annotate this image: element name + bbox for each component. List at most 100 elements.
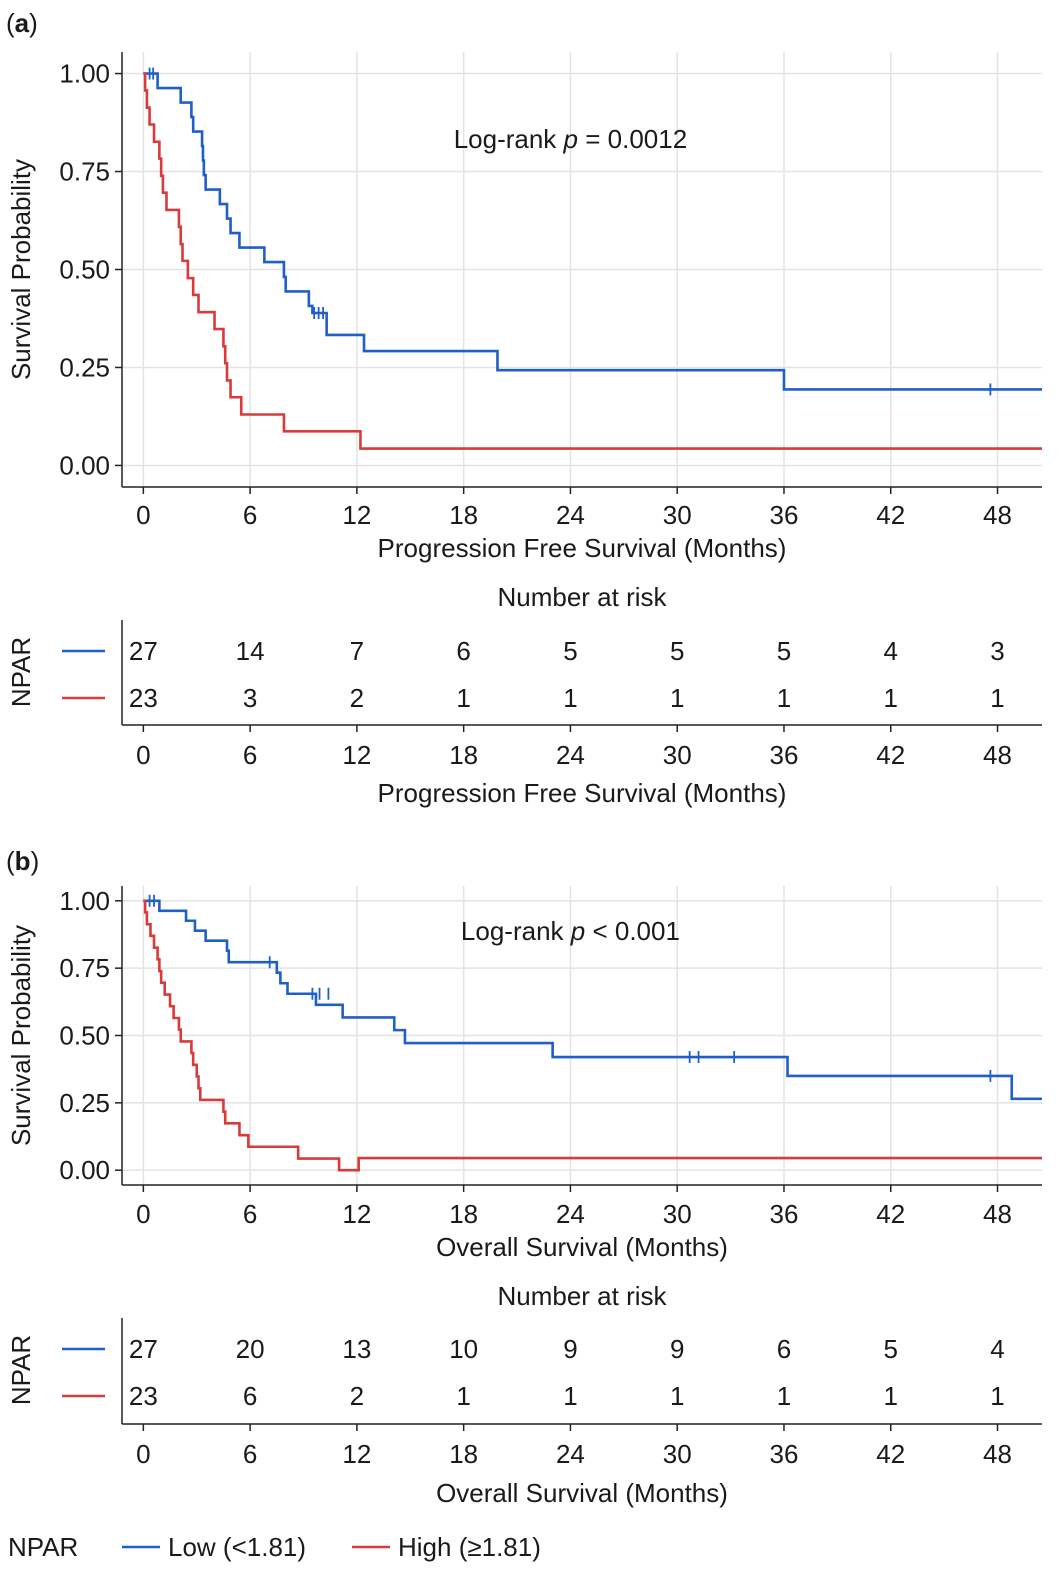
- risk-count: 13: [342, 1334, 371, 1364]
- risk-count: 14: [236, 636, 265, 666]
- panel-label-letter: b: [15, 846, 31, 876]
- risk-count: 6: [456, 636, 470, 666]
- risk-x-tick-label: 36: [770, 740, 799, 770]
- risk-x-tick-label: 18: [449, 1439, 478, 1469]
- risk-count: 5: [670, 636, 684, 666]
- risk-x-tick-label: 24: [556, 740, 585, 770]
- risk-count: 23: [129, 683, 158, 713]
- risk-count: 9: [563, 1334, 577, 1364]
- risk-x-tick-label: 30: [663, 1439, 692, 1469]
- risk-x-tick-label: 6: [243, 1439, 257, 1469]
- risk-x-axis-label: Progression Free Survival (Months): [378, 778, 787, 808]
- log-rank-annotation: Log-rank p = 0.0012: [454, 124, 687, 154]
- x-tick-label: 0: [136, 1199, 150, 1229]
- risk-count: 23: [129, 1381, 158, 1411]
- risk-count: 6: [243, 1381, 257, 1411]
- risk-count: 2: [350, 683, 364, 713]
- legend-label-low: Low (<1.81): [168, 1532, 306, 1562]
- survival-curve-low: [143, 72, 1042, 391]
- x-tick-label: 42: [876, 500, 905, 530]
- legend-title: NPAR: [8, 1532, 78, 1562]
- risk-count: 6: [777, 1334, 791, 1364]
- survival-curve-low: [143, 899, 1042, 1101]
- risk-count: 1: [563, 683, 577, 713]
- risk-x-tick-label: 36: [770, 1439, 799, 1469]
- risk-count: 2: [350, 1381, 364, 1411]
- y-axis-label: Survival Probability: [6, 159, 36, 380]
- risk-group-label: NPAR: [6, 637, 36, 707]
- x-axis-label: Overall Survival (Months): [436, 1232, 728, 1262]
- x-axis-label: Progression Free Survival (Months): [378, 533, 787, 563]
- risk-count: 1: [456, 1381, 470, 1411]
- survival-curve-high: [143, 899, 1042, 1172]
- x-tick-label: 36: [770, 1199, 799, 1229]
- x-tick-label: 24: [556, 1199, 585, 1229]
- annotation-suffix: = 0.0012: [578, 124, 687, 154]
- y-tick-label: 1.00: [59, 59, 110, 89]
- risk-count: 4: [884, 636, 898, 666]
- annotation-prefix: Log-rank: [461, 916, 571, 946]
- annotation-p: p: [563, 124, 578, 154]
- risk-count: 1: [456, 683, 470, 713]
- risk-count: 1: [563, 1381, 577, 1411]
- risk-count: 1: [990, 1381, 1004, 1411]
- y-tick-label: 0.75: [59, 953, 110, 983]
- x-tick-label: 48: [983, 500, 1012, 530]
- panel-label: (b): [6, 846, 39, 876]
- y-tick-label: 0.75: [59, 157, 110, 187]
- risk-x-tick-label: 42: [876, 1439, 905, 1469]
- x-tick-label: 30: [663, 500, 692, 530]
- risk-table-title: Number at risk: [497, 582, 667, 612]
- risk-x-tick-label: 48: [983, 740, 1012, 770]
- risk-count: 27: [129, 1334, 158, 1364]
- panel-label-letter: a: [15, 8, 30, 38]
- annotation-suffix: < 0.001: [585, 916, 680, 946]
- risk-x-tick-label: 12: [342, 740, 371, 770]
- risk-x-tick-label: 0: [136, 740, 150, 770]
- x-tick-label: 6: [243, 500, 257, 530]
- x-tick-label: 18: [449, 1199, 478, 1229]
- risk-x-tick-label: 6: [243, 740, 257, 770]
- y-axis-label: Survival Probability: [6, 925, 36, 1146]
- annotation-prefix: Log-rank: [454, 124, 564, 154]
- y-tick-label: 0.50: [59, 1021, 110, 1051]
- risk-count: 1: [670, 1381, 684, 1411]
- risk-count: 5: [777, 636, 791, 666]
- risk-x-tick-label: 18: [449, 740, 478, 770]
- panel-label-paren: ): [31, 846, 40, 876]
- y-tick-label: 0.25: [59, 1088, 110, 1118]
- y-tick-label: 0.00: [59, 1155, 110, 1185]
- x-tick-label: 0: [136, 500, 150, 530]
- risk-count: 1: [990, 683, 1004, 713]
- risk-count: 7: [350, 636, 364, 666]
- panel-label-paren: ): [29, 8, 38, 38]
- risk-count: 27: [129, 636, 158, 666]
- survival-curve-high: [143, 72, 1042, 450]
- risk-x-tick-label: 48: [983, 1439, 1012, 1469]
- risk-x-axis-label: Overall Survival (Months): [436, 1478, 728, 1508]
- panel-a: (a) 0 6 12 18 24 30 36 42 48 0.00 0.25 0.50 0.75 1.00 P…: [6, 8, 1042, 563]
- risk-count: 4: [990, 1334, 1004, 1364]
- x-tick-label: 36: [770, 500, 799, 530]
- x-tick-label: 12: [342, 500, 371, 530]
- y-tick-label: 1.00: [59, 886, 110, 916]
- risk-count: 1: [670, 683, 684, 713]
- risk-count: 5: [563, 636, 577, 666]
- panel-label-paren: (: [6, 8, 15, 38]
- risk-count: 20: [236, 1334, 265, 1364]
- annotation-p: p: [570, 916, 585, 946]
- risk-x-tick-label: 12: [342, 1439, 371, 1469]
- panel-label-paren: (: [6, 846, 15, 876]
- risk-table-title: Number at risk: [497, 1281, 667, 1311]
- x-tick-label: 48: [983, 1199, 1012, 1229]
- risk-count: 3: [990, 636, 1004, 666]
- risk-count: 10: [449, 1334, 478, 1364]
- risk-count: 1: [777, 683, 791, 713]
- x-tick-label: 30: [663, 1199, 692, 1229]
- panel-b: (b) 0 6 12 18 24 30 36 42 48 0.00 0.25 0.50 0.75 1.00 O…: [6, 846, 1042, 1262]
- legend-label-high: High (≥1.81): [398, 1532, 541, 1562]
- y-tick-label: 0.00: [59, 450, 110, 480]
